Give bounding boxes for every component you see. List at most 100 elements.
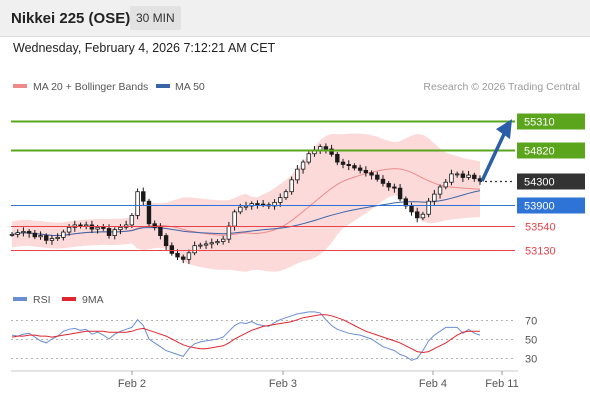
candle-body: [106, 228, 112, 236]
ma50-legend-label: MA 50: [175, 81, 205, 93]
candle-body: [32, 232, 38, 238]
candle-body: [55, 236, 60, 239]
candle-body: [380, 178, 386, 184]
support-level-label: 53130: [525, 246, 556, 258]
candle-body: [443, 181, 448, 188]
resistance-level-label: 55310: [524, 117, 555, 129]
candle-body: [78, 224, 83, 227]
target-arrow-head: [496, 119, 512, 140]
candle-body: [186, 252, 192, 260]
candle-body: [129, 215, 135, 226]
candle-body: [220, 238, 226, 242]
candle-body: [432, 193, 437, 202]
candle-body: [209, 242, 214, 245]
ma50-line: [11, 190, 481, 237]
candle-body: [289, 179, 294, 193]
candle-body: [169, 245, 175, 254]
candle-body: [449, 173, 454, 183]
candle-body: [323, 146, 329, 150]
candle-body: [226, 225, 232, 240]
candle-body: [95, 226, 100, 230]
candle-body: [243, 205, 249, 208]
rsi-line: [11, 311, 481, 361]
time-axis: Feb 2 Feb 3 Feb 4 Feb 11: [118, 371, 519, 390]
candle-body: [198, 244, 203, 247]
candle-body: [392, 186, 397, 189]
rsi-tick-label: 30: [525, 354, 537, 366]
candle-body: [44, 235, 49, 241]
candle-body: [352, 165, 357, 169]
candle-body: [420, 213, 426, 219]
pivot-level-label: 53900: [524, 201, 555, 213]
candle-body: [369, 172, 374, 176]
candle-body: [118, 226, 123, 231]
ma9-legend-label: 9MA: [82, 294, 104, 306]
candle-body: [340, 161, 346, 165]
support-level-label: 53540: [525, 222, 556, 234]
rsi-ma9-line: [11, 314, 480, 354]
credit-text: Research © 2026 Trading Central: [423, 81, 580, 93]
current-price-tag: [517, 173, 585, 190]
candle-body: [215, 241, 220, 244]
candle-body: [9, 234, 15, 236]
candle-body: [454, 173, 460, 176]
ma9-legend-swatch: [62, 297, 76, 301]
candle-body: [283, 191, 289, 199]
candle-body: [21, 231, 26, 234]
ma50-legend-swatch: [156, 84, 170, 88]
candle-body: [437, 186, 443, 195]
candle-body: [335, 153, 340, 163]
candle-body: [152, 223, 157, 228]
candle-body: [255, 203, 260, 205]
rsi-plot-area: 30 50 70: [11, 311, 537, 366]
time-tick-label: Feb 3: [269, 378, 297, 390]
timeframe-badge[interactable]: 30 MIN: [130, 6, 181, 30]
rsi-legend-swatch: [13, 297, 27, 301]
candle-body: [472, 174, 477, 180]
timestamp: Wednesday, February 4, 2026 7:12:21 AM C…: [13, 41, 276, 55]
candle-body: [232, 211, 237, 227]
chart-header: Nikkei 225 (OSE) 30 MIN: [0, 0, 590, 37]
candle-body: [192, 245, 197, 254]
current-price-label: 54300: [524, 177, 555, 189]
candle-body: [26, 231, 32, 234]
candle-body: [329, 148, 334, 155]
candle-body: [15, 232, 20, 235]
candle-body: [135, 191, 140, 216]
time-tick-label: Feb 11: [485, 378, 518, 390]
candle-body: [295, 168, 300, 181]
candle-body: [357, 167, 363, 171]
candle-body: [426, 200, 431, 215]
ma20-legend-label: MA 20 + Bollinger Bands: [33, 81, 148, 93]
ma20-legend-swatch: [13, 84, 27, 88]
resistance-level-tag: [517, 142, 585, 159]
candle-body: [83, 224, 89, 227]
candle-body: [101, 226, 106, 229]
instrument-title: Nikkei 225 (OSE): [11, 10, 131, 27]
resistance-level-tag: [517, 113, 585, 130]
candle-body: [49, 238, 55, 241]
candle-body: [238, 206, 243, 213]
candle-body: [112, 229, 117, 236]
candle-body: [363, 169, 369, 174]
candle-body: [175, 252, 180, 258]
candle-body: [409, 205, 414, 213]
candle-body: [300, 161, 306, 170]
candle-body: [146, 200, 152, 225]
key-levels: 55310 54820 54300 53900 53540 53130: [11, 113, 585, 258]
candle-body: [375, 174, 380, 180]
candle-body: [346, 164, 351, 167]
candle-body: [66, 226, 72, 233]
candle-body: [403, 198, 409, 207]
candle-body: [181, 256, 186, 260]
target-arrow-shaft: [480, 133, 506, 182]
candle-body: [141, 191, 146, 202]
price-plot-area: [9, 133, 483, 272]
rsi-legend-label: RSI: [33, 294, 51, 306]
candle-body: [397, 187, 403, 200]
pivot-level-tag: [517, 197, 585, 214]
candle-body: [38, 235, 43, 238]
candle-body: [61, 231, 66, 238]
rsi-tick-label: 50: [525, 335, 537, 347]
